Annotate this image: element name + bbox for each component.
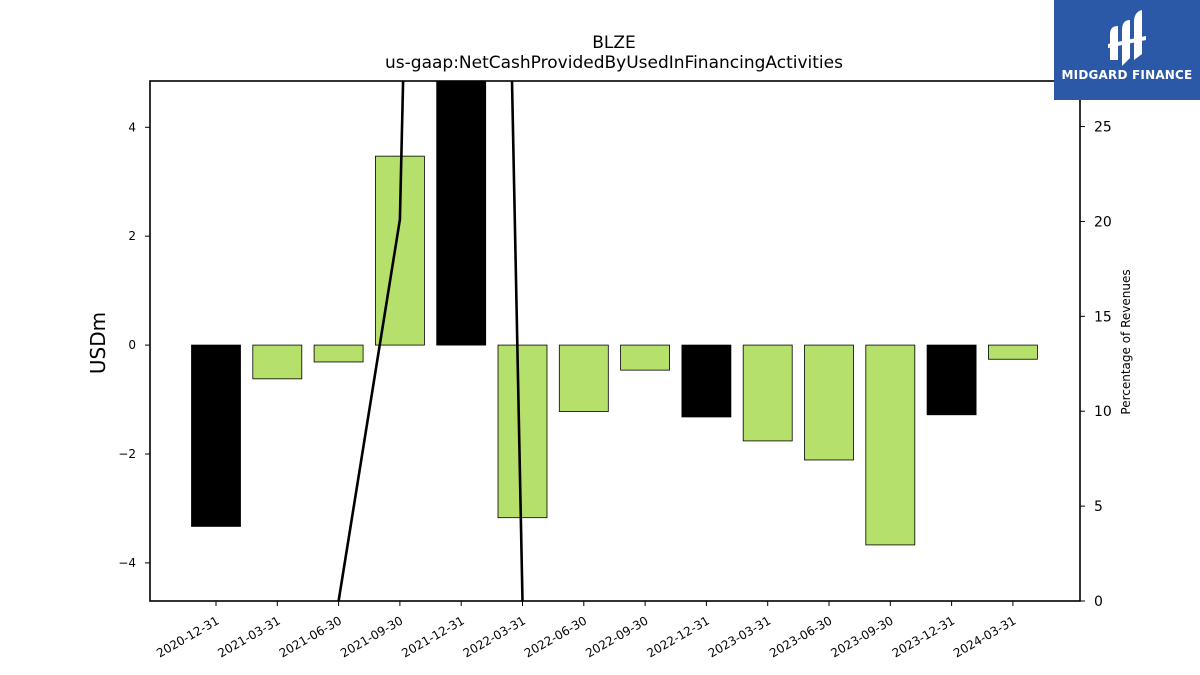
x-tick-label: 2023-12-31 bbox=[890, 613, 957, 660]
y-tick-label: 2 bbox=[128, 229, 136, 243]
y2-tick-label: 15 bbox=[1094, 309, 1112, 325]
bar-2022-06-30 bbox=[558, 344, 609, 412]
line-group bbox=[337, 81, 524, 601]
y2-tick-label: 25 bbox=[1094, 120, 1112, 136]
bar-2021-06-30 bbox=[313, 344, 364, 363]
bar-2021-03-31 bbox=[252, 344, 303, 380]
x-tick-label: 2022-12-31 bbox=[644, 613, 711, 660]
y-tick-label: 4 bbox=[128, 120, 136, 134]
bar-2023-12-31 bbox=[926, 344, 977, 416]
x-tick-label: 2022-06-30 bbox=[522, 613, 589, 660]
x-tick-label: 2020-12-31 bbox=[154, 613, 221, 660]
brand-logo: MIDGARD FINANCE bbox=[1054, 0, 1200, 100]
y-axis-label: USDm bbox=[86, 312, 110, 374]
y-tick-label: 0 bbox=[128, 338, 136, 352]
x-tick-label: 2021-06-30 bbox=[277, 613, 344, 660]
bar-2020-12-31 bbox=[191, 344, 241, 527]
x-tick-label: 2022-09-30 bbox=[583, 613, 650, 660]
chart-title: BLZE bbox=[592, 33, 636, 53]
y2-tick-label: 5 bbox=[1094, 499, 1103, 515]
bar-2022-03-31 bbox=[497, 344, 548, 519]
x-tick-label: 2021-12-31 bbox=[399, 613, 466, 660]
x-tick-label: 2023-06-30 bbox=[767, 613, 834, 660]
x-tick-label: 2023-03-31 bbox=[706, 613, 773, 660]
y2-tick-label: 0 bbox=[1094, 594, 1103, 610]
y2-axis-label: Percentage of Revenues bbox=[1119, 269, 1133, 414]
y-tick-label: −4 bbox=[118, 556, 136, 570]
bar-2021-12-31 bbox=[436, 80, 487, 346]
x-tick-label: 2021-09-30 bbox=[338, 613, 405, 660]
chart-subtitle: us-gaap:NetCashProvidedByUsedInFinancing… bbox=[385, 53, 843, 73]
plot-frame bbox=[149, 80, 1081, 602]
bar-2022-12-31 bbox=[681, 344, 732, 418]
bar-2023-03-31 bbox=[742, 344, 793, 442]
logo-text: MIDGARD FINANCE bbox=[1061, 68, 1193, 82]
y2-tick-label: 20 bbox=[1094, 214, 1112, 230]
bar-2023-06-30 bbox=[804, 344, 854, 461]
x-tick-label: 2021-03-31 bbox=[215, 613, 282, 660]
x-tick-label: 2024-03-31 bbox=[951, 613, 1018, 660]
x-tick-label: 2023-09-30 bbox=[828, 613, 895, 660]
logo-mark-icon bbox=[1108, 10, 1146, 66]
bar-2023-09-30 bbox=[865, 344, 916, 546]
bars-group bbox=[191, 80, 1038, 546]
percentage-line bbox=[337, 81, 524, 601]
y-tick-label: −2 bbox=[118, 447, 136, 461]
bar-2024-03-31 bbox=[988, 344, 1038, 360]
bar-2022-09-30 bbox=[620, 344, 670, 371]
x-tick-label: 2022-03-31 bbox=[461, 613, 528, 660]
y2-tick-label: 10 bbox=[1094, 404, 1112, 420]
